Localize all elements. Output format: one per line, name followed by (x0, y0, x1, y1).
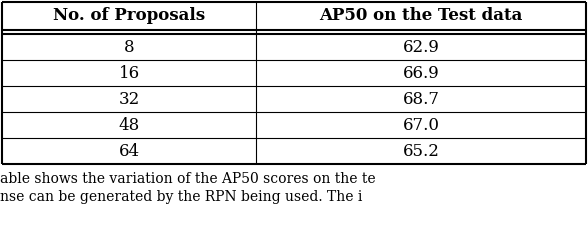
Text: No. of Proposals: No. of Proposals (53, 7, 205, 25)
Text: AP50 on the Test data: AP50 on the Test data (319, 7, 523, 25)
Text: 67.0: 67.0 (403, 117, 439, 134)
Text: 32: 32 (118, 91, 139, 107)
Text: nse can be generated by the RPN being used. The i: nse can be generated by the RPN being us… (0, 190, 362, 204)
Text: 16: 16 (118, 65, 139, 81)
Text: 68.7: 68.7 (403, 91, 439, 107)
Text: able shows the variation of the AP50 scores on the te: able shows the variation of the AP50 sco… (0, 172, 376, 186)
Text: 66.9: 66.9 (403, 65, 439, 81)
Text: 8: 8 (123, 39, 134, 55)
Text: 62.9: 62.9 (403, 39, 439, 55)
Text: 65.2: 65.2 (403, 143, 439, 160)
Text: 48: 48 (118, 117, 139, 134)
Text: 64: 64 (118, 143, 139, 160)
